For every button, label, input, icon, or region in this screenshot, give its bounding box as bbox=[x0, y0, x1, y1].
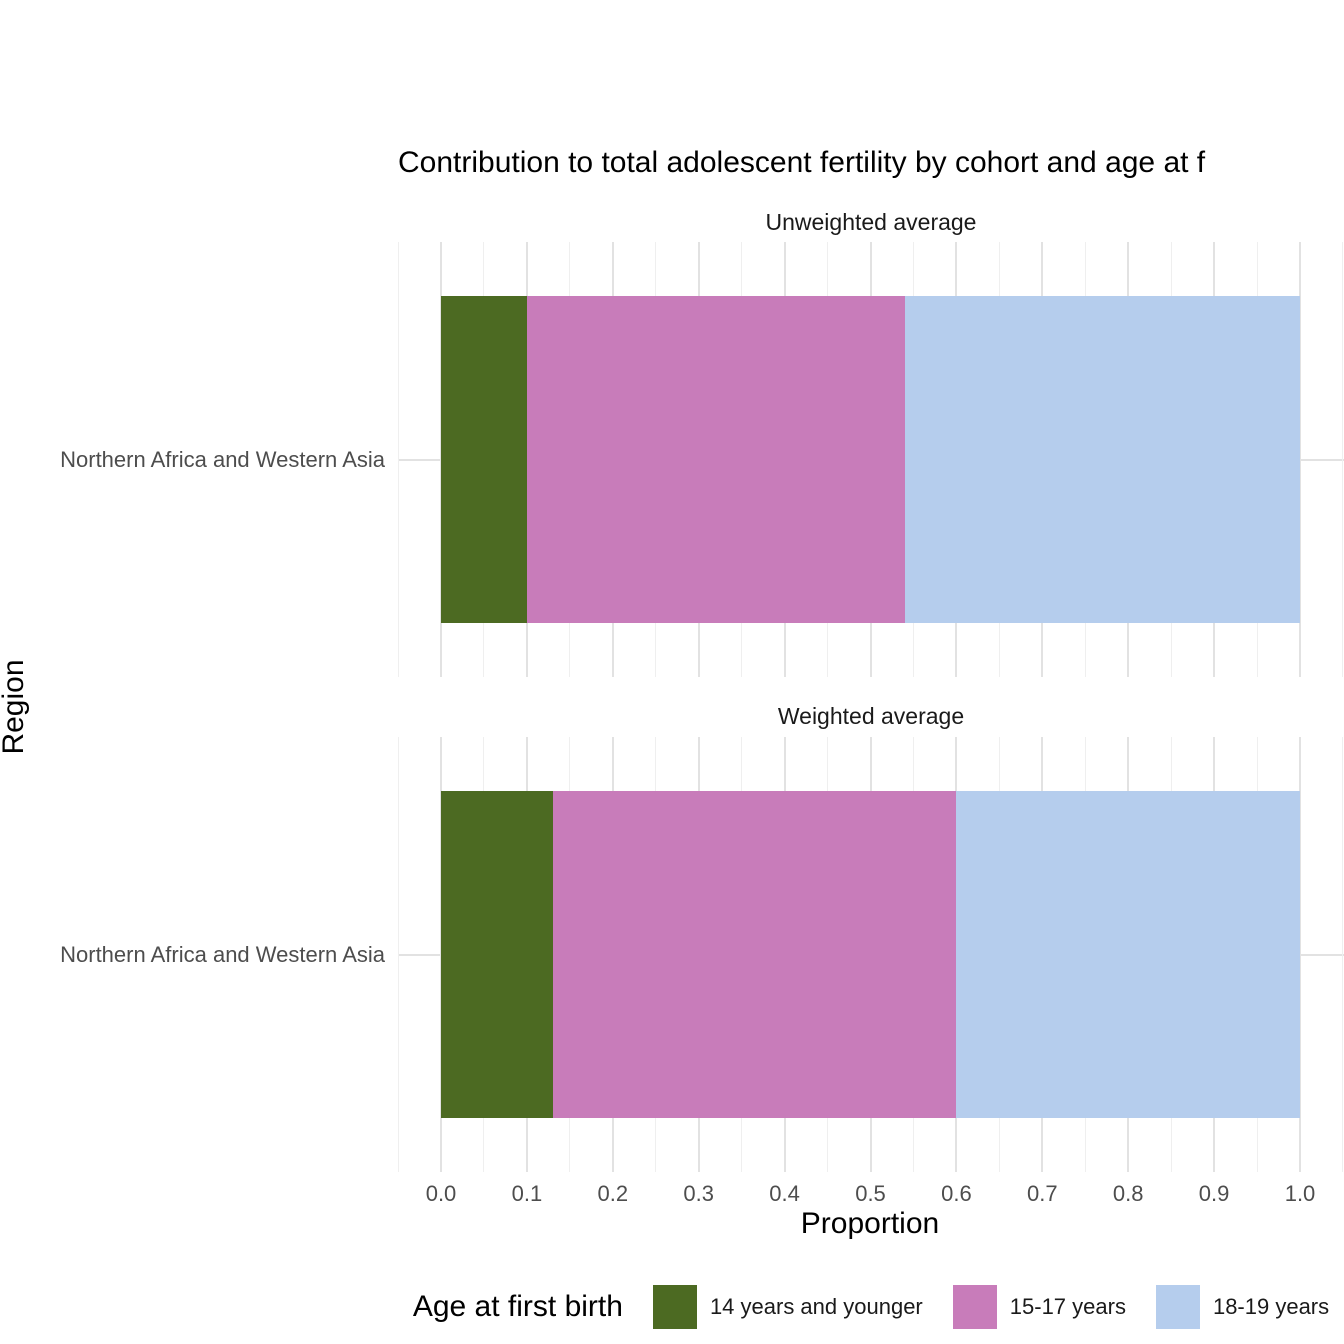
legend-swatch-15-17 bbox=[952, 1285, 997, 1329]
bar-segment-0 bbox=[441, 296, 527, 623]
legend-label: 14 years and younger bbox=[709, 1294, 923, 1319]
gridline-minor bbox=[1342, 242, 1344, 677]
chart-title: Contribution to total adolescent fertili… bbox=[398, 146, 1206, 179]
x-tick-label: 0.5 bbox=[855, 1181, 886, 1206]
x-tick-label: 0.1 bbox=[511, 1181, 543, 1206]
x-tick-label: 0.3 bbox=[683, 1181, 714, 1206]
legend-item: 18-19 years bbox=[1155, 1285, 1330, 1329]
x-tick-label: 1.0 bbox=[1284, 1181, 1316, 1206]
x-tick-label: 0.6 bbox=[941, 1181, 972, 1206]
x-tick-label: 0.9 bbox=[1198, 1181, 1230, 1206]
x-tick-label: 0.4 bbox=[769, 1181, 800, 1206]
legend-label: 15-17 years bbox=[1009, 1294, 1126, 1319]
bar-segment-1 bbox=[526, 296, 905, 623]
legend: Age at first birth 14 years and younger … bbox=[398, 1283, 1344, 1331]
gridline-major bbox=[1299, 242, 1301, 677]
y-tick-label-unweighted: Northern Africa and Western Asia bbox=[60, 447, 385, 472]
y-tick-label-weighted: Northern Africa and Western Asia bbox=[60, 942, 385, 967]
facet-panel-weighted bbox=[398, 737, 1344, 1172]
legend-swatch-18-19 bbox=[1155, 1285, 1200, 1329]
legend-item: 15-17 years bbox=[952, 1285, 1126, 1329]
legend-swatch-14-and-younger bbox=[652, 1285, 697, 1329]
gridline-minor bbox=[398, 242, 399, 677]
x-tick-label: 0.2 bbox=[597, 1181, 629, 1206]
facet-strip-unweighted: Unweighted average bbox=[765, 209, 977, 235]
facet-panel-unweighted bbox=[398, 242, 1344, 677]
facet-strip-weighted: Weighted average bbox=[777, 703, 965, 729]
x-tick-label: 0.7 bbox=[1027, 1181, 1058, 1206]
bar-segment-2 bbox=[904, 296, 1300, 623]
x-axis-title: Proportion bbox=[800, 1207, 940, 1240]
legend-title: Age at first birth bbox=[412, 1290, 623, 1323]
gridline-minor bbox=[1342, 737, 1344, 1172]
gridline-major bbox=[1299, 737, 1301, 1172]
gridline-minor bbox=[398, 737, 399, 1172]
bar-segment-2 bbox=[956, 791, 1300, 1118]
bar-segment-0 bbox=[441, 791, 553, 1118]
legend-label: 18-19 years bbox=[1212, 1294, 1330, 1319]
x-tick-label: 0.8 bbox=[1112, 1181, 1144, 1206]
x-axis-ticks: 0.0 0.1 0.2 0.3 0.4 0.5 0.6 0.7 0.8 0.9 1.0 bbox=[0, 1181, 1344, 1207]
y-axis-title: Region bbox=[0, 659, 30, 755]
legend-item: 14 years and younger bbox=[652, 1285, 923, 1329]
bar-segment-1 bbox=[552, 791, 957, 1118]
x-tick-label: 0.0 bbox=[425, 1181, 457, 1206]
